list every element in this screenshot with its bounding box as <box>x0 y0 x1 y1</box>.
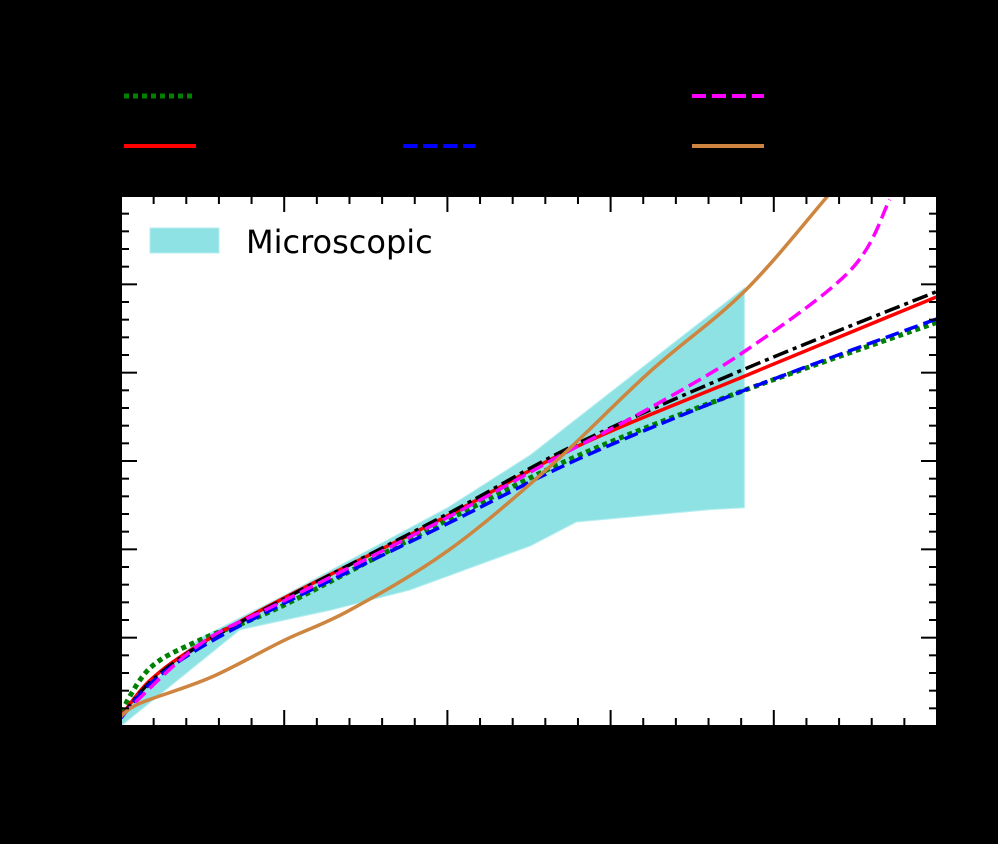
microscopic-band <box>121 286 745 726</box>
axis-ticks <box>120 195 938 727</box>
series-layer <box>121 196 937 720</box>
series-black-dashdot <box>121 289 937 719</box>
series-blue-dashed <box>121 317 937 720</box>
axes-frame <box>120 195 938 727</box>
series-green-dotted <box>121 319 937 714</box>
inner-legend: Microscopic <box>149 223 433 261</box>
top-legend <box>124 93 764 148</box>
series-orange-solid <box>121 196 830 718</box>
legend-swatch-microscopic <box>149 227 220 254</box>
legend-label-microscopic: Microscopic <box>246 223 433 261</box>
series-magenta-dashed <box>121 198 892 718</box>
